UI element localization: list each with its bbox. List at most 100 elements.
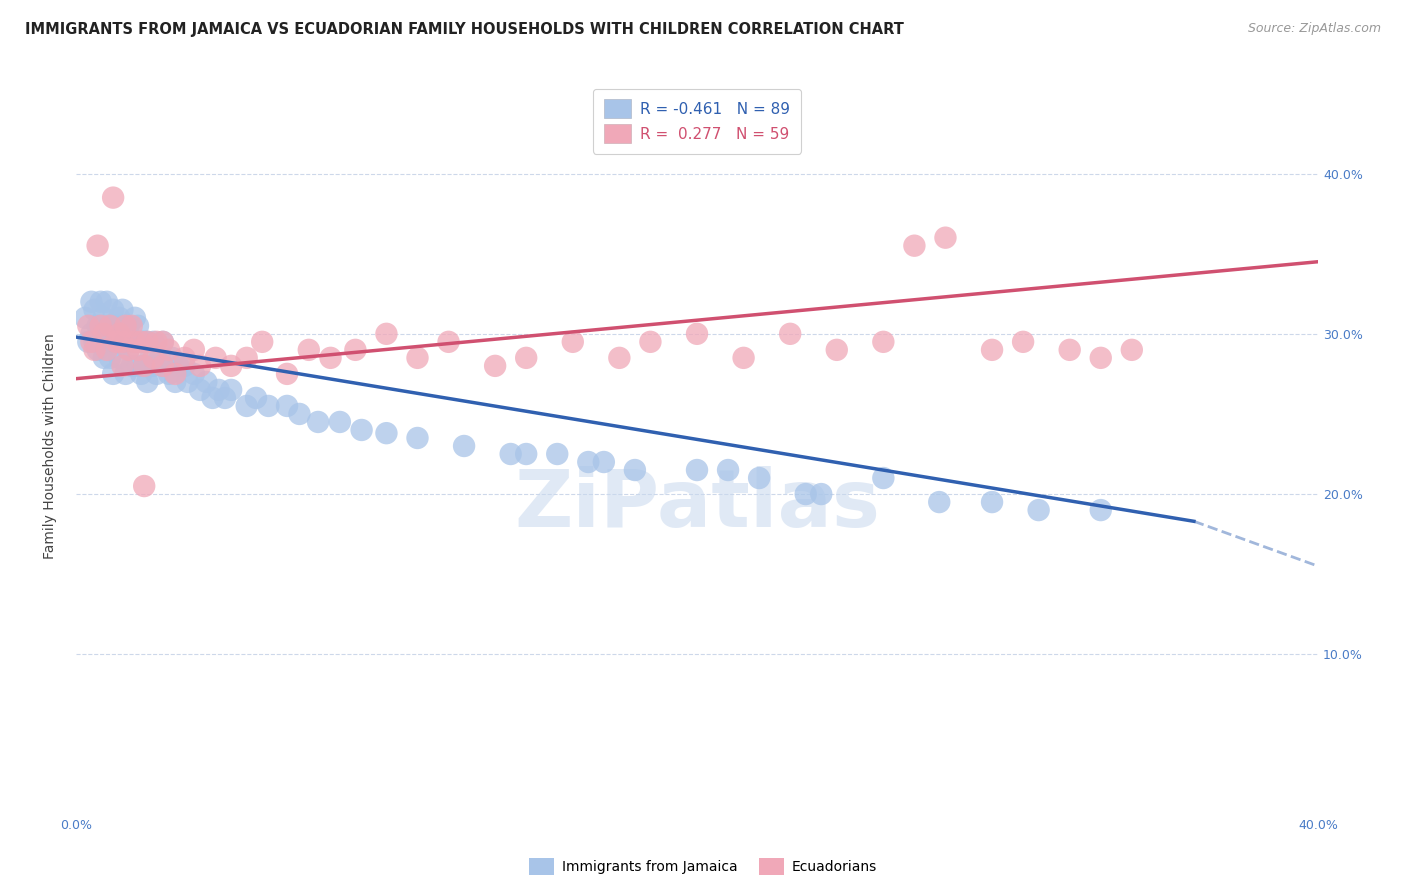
Point (872, 334, 894, 349)
Point (183, 343, 205, 357)
Point (129, 334, 152, 349)
Point (111, 334, 134, 349)
Point (77, 334, 100, 349)
Point (96, 294, 118, 309)
Y-axis label: Family Households with Children: Family Households with Children (44, 333, 58, 559)
Point (108, 310, 131, 325)
Point (825, 343, 848, 357)
Point (90, 294, 112, 309)
Point (124, 334, 146, 349)
Point (152, 359, 174, 373)
Point (165, 367, 187, 381)
Point (86, 318, 108, 333)
Text: ZiPatlas: ZiPatlas (515, 466, 880, 544)
Point (134, 359, 156, 373)
Point (118, 318, 141, 333)
Point (152, 334, 174, 349)
Point (121, 359, 143, 373)
Point (167, 359, 190, 373)
Point (127, 343, 149, 357)
Point (121, 334, 143, 349)
Point (686, 463, 709, 477)
Point (129, 334, 152, 349)
Point (136, 375, 159, 389)
Point (80, 326, 103, 341)
Point (546, 447, 568, 461)
Point (152, 334, 174, 349)
Point (139, 351, 162, 365)
Point (96, 343, 118, 357)
Point (90, 326, 112, 341)
Point (118, 343, 141, 357)
Point (98, 318, 121, 333)
Point (686, 326, 709, 341)
Point (121, 318, 143, 333)
Point (250, 334, 273, 349)
Point (93, 351, 115, 365)
Point (307, 415, 329, 429)
Point (111, 302, 134, 317)
Point (484, 359, 506, 373)
Point (257, 399, 280, 413)
Point (561, 334, 583, 349)
Point (515, 447, 537, 461)
Point (165, 375, 187, 389)
Point (375, 326, 398, 341)
Point (114, 367, 136, 381)
Point (86, 343, 108, 357)
Point (93, 310, 115, 325)
Point (160, 351, 183, 365)
Point (80, 334, 103, 349)
Point (157, 343, 180, 357)
Point (733, 351, 755, 365)
Point (515, 351, 537, 365)
Point (80, 294, 103, 309)
Point (134, 334, 156, 349)
Point (576, 455, 599, 469)
Legend: Immigrants from Jamaica, Ecuadorians: Immigrants from Jamaica, Ecuadorians (523, 853, 883, 880)
Point (111, 318, 134, 333)
Point (188, 383, 211, 397)
Point (934, 230, 956, 244)
Point (114, 334, 136, 349)
Point (453, 439, 475, 453)
Point (375, 426, 398, 441)
Point (101, 191, 124, 205)
Point (748, 471, 770, 485)
Point (86, 238, 108, 252)
Point (114, 318, 136, 333)
Point (810, 487, 832, 501)
Point (245, 391, 267, 405)
Point (152, 359, 174, 373)
Point (145, 334, 167, 349)
Point (928, 495, 950, 509)
Point (624, 463, 647, 477)
Point (105, 318, 128, 333)
Point (1090, 503, 1112, 517)
Point (142, 334, 165, 349)
Point (96, 334, 118, 349)
Point (93, 326, 115, 341)
Point (235, 399, 257, 413)
Point (1059, 343, 1081, 357)
Point (134, 479, 156, 493)
Point (98, 351, 121, 365)
Point (149, 351, 172, 365)
Point (173, 351, 195, 365)
Legend: R = -0.461   N = 89, R =  0.277   N = 59: R = -0.461 N = 89, R = 0.277 N = 59 (593, 89, 801, 153)
Point (105, 334, 128, 349)
Point (779, 326, 801, 341)
Point (499, 447, 522, 461)
Point (188, 359, 211, 373)
Point (127, 359, 149, 373)
Point (145, 367, 167, 381)
Point (98, 318, 121, 333)
Point (111, 334, 134, 349)
Point (1121, 343, 1143, 357)
Point (101, 326, 124, 341)
Point (101, 367, 124, 381)
Point (609, 351, 631, 365)
Point (319, 351, 342, 365)
Point (111, 359, 134, 373)
Point (127, 318, 149, 333)
